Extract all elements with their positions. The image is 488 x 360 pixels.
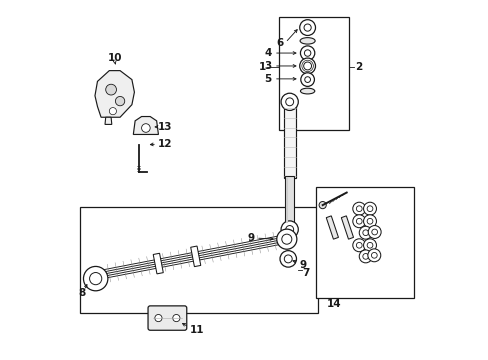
Circle shape: [366, 219, 372, 224]
Circle shape: [115, 96, 124, 106]
Circle shape: [281, 221, 298, 238]
Circle shape: [367, 249, 380, 262]
Circle shape: [285, 98, 293, 106]
Circle shape: [280, 251, 296, 267]
Bar: [316, 187, 413, 298]
Text: 4: 4: [264, 48, 271, 58]
Circle shape: [276, 229, 296, 249]
Polygon shape: [133, 117, 158, 134]
Text: 12: 12: [158, 139, 172, 149]
Text: 3: 3: [264, 61, 271, 71]
Circle shape: [366, 242, 372, 248]
Circle shape: [359, 226, 371, 239]
Circle shape: [366, 206, 372, 212]
Circle shape: [356, 206, 362, 212]
Polygon shape: [190, 246, 201, 267]
Circle shape: [142, 124, 150, 132]
Circle shape: [284, 255, 292, 263]
Text: 5: 5: [264, 74, 271, 84]
Bar: [283, 105, 295, 178]
Text: 10: 10: [107, 53, 122, 63]
Circle shape: [319, 202, 325, 209]
Polygon shape: [95, 71, 134, 117]
Circle shape: [83, 266, 108, 291]
Polygon shape: [153, 253, 163, 274]
Text: 13: 13: [158, 122, 172, 132]
Ellipse shape: [300, 88, 314, 94]
Text: 11: 11: [190, 325, 204, 335]
Circle shape: [363, 215, 376, 228]
Text: 7: 7: [301, 268, 308, 278]
Text: 6: 6: [275, 38, 283, 48]
Circle shape: [352, 202, 365, 215]
Text: 9: 9: [298, 260, 305, 270]
Circle shape: [155, 315, 162, 321]
Circle shape: [363, 239, 376, 252]
Circle shape: [109, 108, 116, 115]
Circle shape: [105, 84, 116, 95]
Text: 1: 1: [258, 62, 265, 72]
Circle shape: [362, 253, 368, 259]
Bar: [285, 176, 293, 223]
Bar: [278, 17, 348, 130]
Circle shape: [359, 250, 371, 263]
Circle shape: [300, 46, 314, 60]
Circle shape: [172, 315, 180, 321]
Circle shape: [300, 73, 314, 86]
Circle shape: [371, 229, 377, 235]
Circle shape: [304, 24, 310, 31]
Circle shape: [352, 239, 365, 252]
Circle shape: [281, 234, 291, 244]
Text: 8: 8: [78, 288, 85, 298]
Circle shape: [303, 62, 311, 70]
Circle shape: [89, 273, 102, 285]
Circle shape: [299, 20, 315, 36]
Bar: [80, 207, 317, 313]
Circle shape: [299, 58, 315, 74]
Text: 14: 14: [326, 299, 341, 309]
Circle shape: [304, 50, 310, 56]
Circle shape: [281, 93, 298, 111]
Text: 9: 9: [247, 233, 254, 243]
Circle shape: [356, 242, 362, 248]
Circle shape: [356, 219, 362, 224]
Circle shape: [363, 202, 376, 215]
Ellipse shape: [300, 38, 314, 44]
Polygon shape: [105, 117, 112, 125]
Circle shape: [304, 77, 310, 82]
Circle shape: [352, 215, 365, 228]
FancyBboxPatch shape: [148, 306, 186, 330]
Polygon shape: [325, 216, 338, 239]
Circle shape: [371, 252, 376, 258]
Circle shape: [367, 226, 380, 238]
Circle shape: [362, 230, 368, 235]
Text: 2: 2: [354, 62, 362, 72]
Circle shape: [285, 226, 293, 233]
Polygon shape: [341, 216, 353, 239]
